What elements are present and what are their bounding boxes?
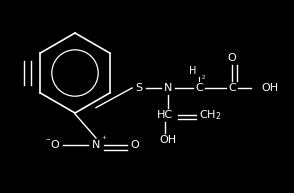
Text: OH: OH	[159, 135, 177, 145]
Text: C: C	[195, 83, 203, 93]
Text: O: O	[131, 140, 139, 150]
Text: C: C	[228, 83, 236, 93]
Text: S: S	[136, 83, 143, 93]
Text: CH$_2$: CH$_2$	[199, 108, 221, 122]
Text: $^+$: $^+$	[100, 135, 108, 144]
Text: N: N	[92, 140, 100, 150]
Text: H: H	[189, 66, 196, 76]
Text: HC: HC	[157, 110, 173, 120]
Text: O: O	[51, 140, 59, 150]
Text: $^-$: $^-$	[44, 135, 52, 145]
Text: O: O	[228, 53, 236, 63]
Text: OH: OH	[261, 83, 278, 93]
Text: N: N	[164, 83, 172, 93]
Text: $_2$: $_2$	[201, 73, 206, 82]
